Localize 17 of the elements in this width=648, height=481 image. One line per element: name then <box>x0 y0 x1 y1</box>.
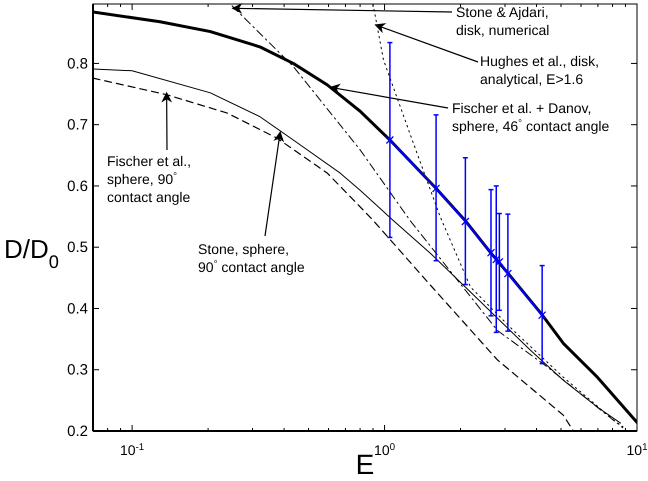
y-tick-label: 0.3 <box>67 362 88 379</box>
y-tick-label: 0.5 <box>67 239 88 256</box>
annotation: Hughes et al., disk, analytical, E>1.6 <box>480 53 600 87</box>
x-tick-label: 10$^{-1}$ <box>120 442 144 458</box>
annotation: Fischer et al., sphere, 90$^{°}$ contact angle <box>107 153 192 205</box>
x-tick-label: 10$^{0}$ <box>374 442 396 458</box>
y-tick-label: 0.4 <box>67 300 88 318</box>
y-axis-title: D/D$_{0}$ <box>4 234 59 272</box>
y-tick-label: 0.8 <box>67 55 88 72</box>
annotation: Fischer et al. + Danov, sphere, 46$^{°}$ contact angle <box>452 100 610 134</box>
y-tick-label: 0.2 <box>67 423 88 440</box>
annotation: Stone, sphere, 90$^{°}$ contact angle <box>198 241 305 275</box>
x-tick-label: 10$^{1}$ <box>626 442 648 458</box>
y-tick-label: 0.6 <box>67 178 88 195</box>
annotation: Stone & Ajdari, disk, numerical <box>456 4 550 38</box>
x-axis-title: E <box>356 449 374 480</box>
y-tick-label: 0.7 <box>67 116 88 134</box>
